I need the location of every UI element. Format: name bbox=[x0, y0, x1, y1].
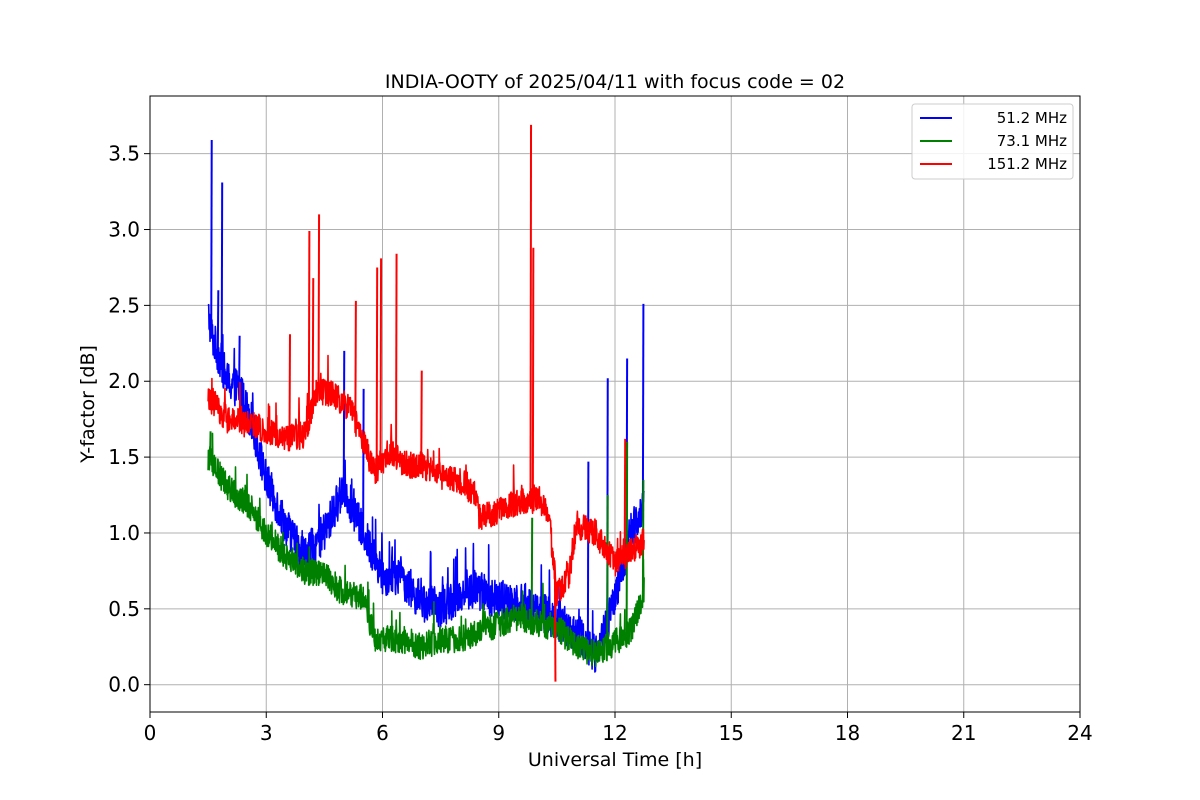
x-tick-label: 0 bbox=[144, 721, 157, 745]
x-tick-label: 3 bbox=[260, 721, 273, 745]
series-spike bbox=[307, 231, 311, 420]
chart-title: INDIA-OOTY of 2025/04/11 with focus code… bbox=[385, 71, 845, 93]
x-tick-label: 6 bbox=[376, 721, 389, 745]
series-spike bbox=[238, 335, 241, 389]
series-spike bbox=[625, 441, 629, 635]
series-spike bbox=[210, 139, 213, 332]
x-axis-label: Universal Time [h] bbox=[528, 749, 702, 771]
legend: 51.2 MHz 73.1 MHz 151.2 MHz bbox=[911, 103, 1074, 180]
series-spike bbox=[553, 574, 557, 682]
series-spike bbox=[606, 495, 609, 648]
legend-label: 73.1 MHz bbox=[997, 132, 1067, 150]
series-spike bbox=[362, 388, 365, 533]
series-spike bbox=[216, 290, 220, 353]
x-tick-label: 12 bbox=[602, 721, 627, 745]
x-tick-label: 18 bbox=[835, 721, 860, 745]
y-tick-label: 0.5 bbox=[108, 597, 140, 621]
y-tick-label: 1.0 bbox=[108, 521, 140, 545]
x-tick-label: 24 bbox=[1067, 721, 1092, 745]
x-tick-label: 21 bbox=[951, 721, 976, 745]
y-axis-label: Y-factor [dB] bbox=[77, 345, 99, 464]
series-spike bbox=[288, 334, 291, 438]
y-tick-label: 0.0 bbox=[108, 673, 140, 697]
series-line bbox=[207, 354, 645, 607]
x-tick-label: 15 bbox=[719, 721, 744, 745]
series-spike bbox=[586, 461, 590, 646]
series-spike bbox=[354, 300, 357, 422]
series-spike bbox=[641, 303, 645, 506]
series-spike bbox=[420, 370, 423, 465]
y-tick-label: 3.0 bbox=[108, 218, 140, 242]
legend-box bbox=[911, 103, 1074, 180]
x-tick-label: 9 bbox=[492, 721, 505, 745]
series-spike bbox=[342, 350, 346, 488]
axis-ticks: 0 3 6 9 12 15 18 21 24 0.0 0.5 1.0 1.5 2.0 2.5 3.0 3.5 bbox=[108, 142, 1093, 745]
series-layer bbox=[207, 124, 645, 682]
series-spike bbox=[531, 247, 535, 500]
legend-label: 51.2 MHz bbox=[997, 109, 1067, 127]
y-tick-label: 2.0 bbox=[108, 369, 140, 393]
y-tick-label: 1.5 bbox=[108, 445, 140, 469]
series-spike bbox=[623, 438, 627, 557]
series-spike bbox=[209, 431, 212, 461]
series-spike bbox=[311, 278, 315, 405]
series-line bbox=[207, 432, 645, 668]
y-tick-label: 2.5 bbox=[108, 293, 140, 317]
y-tick-label: 3.5 bbox=[108, 142, 140, 166]
series-spike bbox=[379, 258, 383, 464]
series-spike bbox=[220, 182, 224, 365]
legend-label: 151.2 MHz bbox=[987, 155, 1067, 173]
series-spike bbox=[395, 253, 398, 458]
series-spike bbox=[317, 214, 321, 390]
series-spike bbox=[530, 517, 534, 622]
series-spike bbox=[375, 267, 379, 470]
series-spike bbox=[529, 124, 533, 502]
